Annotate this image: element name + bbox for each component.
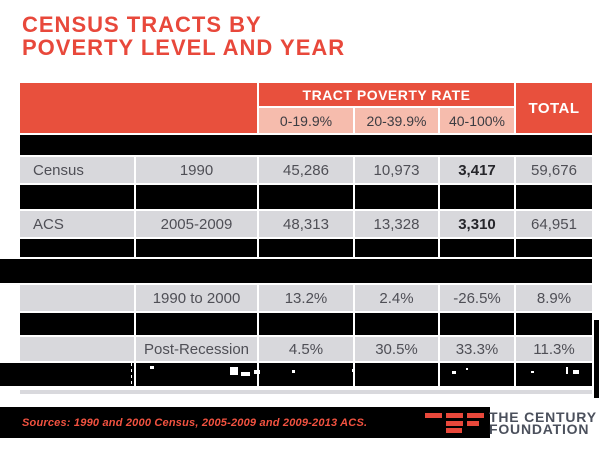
column-group-label: TRACT POVERTY RATE — [259, 83, 514, 106]
cell-source — [20, 285, 134, 311]
redacted-cell — [136, 185, 257, 209]
text-remnant — [466, 368, 468, 370]
redacted-cell — [440, 185, 514, 209]
chart-title-line-2: POVERTY LEVEL AND YEAR — [22, 35, 346, 60]
redacted-cell — [259, 313, 353, 335]
redacted-cell — [516, 363, 592, 386]
text-remnant — [292, 370, 295, 373]
text-remnant — [531, 371, 534, 373]
redacted-cell — [355, 239, 438, 257]
redacted-cell — [516, 239, 592, 257]
logo-line-2: FOUNDATION — [489, 420, 590, 437]
cell-rate-low: 4.5% — [259, 337, 353, 361]
text-remnant — [241, 372, 250, 376]
redacted-cell — [136, 363, 257, 386]
cell-period: 2005-2009 — [136, 211, 257, 237]
text-remnant — [573, 370, 579, 374]
table-header: TRACT POVERTY RATE 0-19.9% 20-39.9% 40-1… — [20, 83, 592, 133]
chart-title-line-1: CENSUS TRACTS BY — [22, 12, 262, 37]
cell-period: Post-Recession — [136, 337, 257, 361]
redacted-row — [20, 135, 592, 155]
logo-bar — [467, 413, 484, 418]
redacted-cell — [440, 363, 514, 386]
cell-rate-high: 3,417 — [440, 157, 514, 183]
text-remnant — [566, 367, 568, 374]
text-remnant — [254, 370, 260, 374]
column-header-total: TOTAL — [516, 83, 592, 133]
text-remnant — [150, 366, 154, 369]
column-header-20-39: 20-39.9% — [355, 108, 438, 133]
chart-title: CENSUS TRACTS BY POVERTY LEVEL AND YEAR — [22, 13, 345, 59]
logo-bar — [446, 421, 463, 426]
cell-rate-high: -26.5% — [440, 285, 514, 311]
redacted-cell — [516, 185, 592, 209]
redacted-cell — [136, 239, 257, 257]
right-black-line — [594, 320, 599, 398]
redacted-cell — [355, 313, 438, 335]
redacted-cell — [20, 313, 134, 335]
redacted-cell — [20, 239, 134, 257]
redacted-cell — [20, 185, 134, 209]
redaction-dashed-line — [131, 363, 132, 386]
redacted-cell — [259, 185, 353, 209]
logo-wordmark: THE CENTURY FOUNDATION — [489, 409, 597, 437]
redacted-cell — [259, 239, 353, 257]
table-row-1990-2000: 1990 to 2000 13.2% 2.4% -26.5% 8.9% — [20, 285, 592, 311]
logo-line-1: THE CENTURY — [489, 409, 597, 425]
redacted-cell — [355, 185, 438, 209]
redacted-row — [0, 363, 592, 386]
redacted-cell — [355, 363, 438, 386]
redacted-row — [20, 313, 592, 335]
cell-rate-mid: 10,973 — [355, 157, 438, 183]
text-remnant — [230, 367, 238, 375]
redacted-row — [20, 185, 592, 209]
column-header-40-100: 40-100% — [440, 108, 514, 133]
logo-bar — [425, 413, 442, 418]
redacted-cell — [0, 363, 134, 386]
redacted-cell — [440, 313, 514, 335]
table-row-acs: ACS 2005-2009 48,313 13,328 3,310 64,951 — [20, 211, 592, 237]
logo-bar — [446, 413, 463, 418]
redacted-section-band — [0, 259, 592, 283]
rate-subheaders: 0-19.9% 20-39.9% 40-100% — [259, 108, 514, 133]
table-bottom-edge — [20, 390, 592, 394]
cell-total: 11.3% — [516, 337, 592, 361]
cell-period: 1990 — [136, 157, 257, 183]
cell-rate-low: 45,286 — [259, 157, 353, 183]
cell-source: Census — [20, 157, 134, 183]
cell-rate-high: 3,310 — [440, 211, 514, 237]
cell-rate-mid: 13,328 — [355, 211, 438, 237]
cell-rate-high: 33.3% — [440, 337, 514, 361]
redacted-row — [20, 239, 592, 257]
cell-rate-low: 13.2% — [259, 285, 353, 311]
redacted-cell — [440, 239, 514, 257]
sources-note: Sources: 1990 and 2000 Census, 2005-2009… — [22, 416, 368, 429]
table-row-post-recession: Post-Recession 4.5% 30.5% 33.3% 11.3% — [20, 337, 592, 361]
cell-total: 59,676 — [516, 157, 592, 183]
text-remnant — [352, 369, 355, 372]
redacted-cell — [516, 313, 592, 335]
cell-period: 1990 to 2000 — [136, 285, 257, 311]
table-row-census: Census 1990 45,286 10,973 3,417 59,676 — [20, 157, 592, 183]
text-remnant — [452, 371, 456, 374]
cell-total: 64,951 — [516, 211, 592, 237]
logo-bar — [446, 428, 462, 433]
logo-bar — [467, 421, 479, 426]
header-left-block — [20, 83, 257, 133]
header-rate-group: TRACT POVERTY RATE 0-19.9% 20-39.9% 40-1… — [259, 83, 514, 133]
cell-source: ACS — [20, 211, 134, 237]
redacted-cell — [259, 363, 353, 386]
column-header-0-19: 0-19.9% — [259, 108, 353, 133]
cell-rate-mid: 30.5% — [355, 337, 438, 361]
cell-total: 8.9% — [516, 285, 592, 311]
footer-bar: Sources: 1990 and 2000 Census, 2005-2009… — [0, 407, 490, 438]
cell-rate-mid: 2.4% — [355, 285, 438, 311]
cell-source — [20, 337, 134, 361]
redacted-cell — [136, 313, 257, 335]
cell-rate-low: 48,313 — [259, 211, 353, 237]
